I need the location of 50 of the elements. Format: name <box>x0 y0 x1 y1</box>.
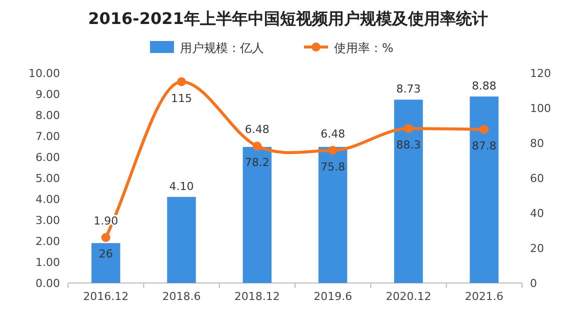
legend-label: 使用率：% <box>334 41 394 55</box>
y2-tick-label: 120 <box>530 67 551 80</box>
bar <box>167 196 196 283</box>
bar <box>318 146 348 283</box>
x-tick-label: 2018.12 <box>234 290 280 303</box>
point <box>404 124 413 133</box>
x-tick-label: 2021.6 <box>464 290 504 303</box>
y2-tick-label: 80 <box>530 137 544 150</box>
data-label: 8.73 <box>396 82 421 96</box>
data-label: 88.3 <box>396 138 421 152</box>
data-label: 4.10 <box>169 180 194 193</box>
bar <box>470 96 499 283</box>
y-tick-label: 9.00 <box>36 88 60 101</box>
y2-tick-label: 20 <box>530 242 544 255</box>
x-tick-label: 2016.12 <box>83 290 129 303</box>
y-tick-label: 7.00 <box>36 130 60 143</box>
point <box>252 142 262 151</box>
y-tick-label: 2.00 <box>36 235 60 248</box>
data-label: 87.8 <box>472 139 496 152</box>
x-tick-label: 2018.6 <box>162 290 201 303</box>
bar <box>242 146 272 283</box>
y-tick-label: 6.00 <box>36 151 60 164</box>
x-tick-label: 2020.12 <box>386 290 432 303</box>
y2-tick-label: 0 <box>530 277 537 290</box>
bar <box>394 100 423 283</box>
y-tick-label: 0.00 <box>36 277 60 290</box>
data-label: 8.88 <box>472 80 496 93</box>
y-tick-label: 5.00 <box>36 172 60 185</box>
point <box>101 233 110 242</box>
bar <box>91 243 120 283</box>
data-label: 75.8 <box>320 160 346 174</box>
y-tick-label: 4.00 <box>36 193 60 206</box>
point <box>177 77 186 86</box>
y2-tick-label: 100 <box>530 102 551 115</box>
legend-label: 用户规模：亿人 <box>180 41 264 55</box>
y-tick-label: 10.00 <box>28 67 60 80</box>
chart-title: 2016-2021年上半年中国短视频用户规模及使用率统计 <box>88 9 488 28</box>
y-tick-label: 3.00 <box>36 214 60 227</box>
data-label: 6.48 <box>244 123 270 136</box>
data-label: 78.2 <box>244 156 270 170</box>
data-label: 115 <box>171 92 192 105</box>
point <box>328 146 338 155</box>
y-tick-label: 8.00 <box>36 109 60 122</box>
y2-tick-label: 40 <box>530 207 544 220</box>
y-tick-label: 1.00 <box>36 256 60 269</box>
data-label: 6.48 <box>320 127 346 140</box>
data-label: 26 <box>98 248 113 260</box>
point <box>480 124 489 134</box>
y2-tick-label: 60 <box>530 172 544 185</box>
x-tick-label: 2019.6 <box>314 290 352 303</box>
